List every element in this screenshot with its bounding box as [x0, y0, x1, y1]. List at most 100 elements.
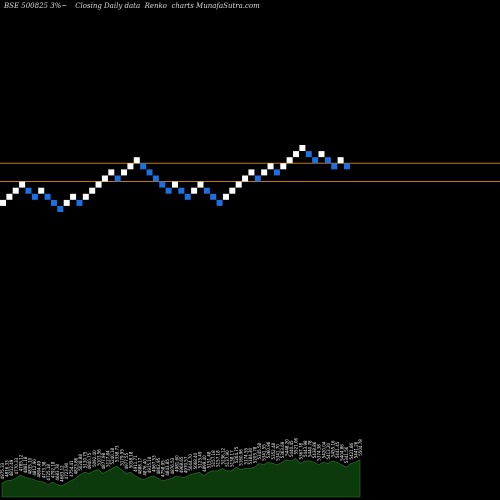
renko-brick-up: [19, 181, 26, 188]
volume-label: 4804.49: [37, 460, 42, 477]
volume-label: 4881.18: [23, 456, 28, 473]
volume-label: 5125.49: [197, 451, 202, 468]
volume-label: 5363.69: [280, 441, 285, 458]
renko-brick-down: [254, 175, 261, 182]
volume-label: 4823.86: [73, 457, 78, 474]
volume-label: 5130.75: [83, 451, 88, 468]
volume-label: 5264.75: [234, 446, 239, 463]
renko-brick-up: [248, 169, 255, 176]
renko-brick-down: [25, 187, 32, 194]
volume-label: 5236.12: [220, 447, 225, 464]
volume-label: 5441.26: [353, 441, 358, 458]
volume-label: 5137.90: [225, 450, 230, 467]
renko-brick-up: [89, 187, 96, 194]
volume-label: 4876.40: [142, 459, 147, 476]
renko-brick-up: [70, 193, 77, 200]
chart-kind-label: Renko: [144, 2, 167, 10]
renko-brick-up: [38, 187, 45, 194]
volume-label: 4970.57: [184, 456, 189, 473]
volume-label: 4835.10: [28, 457, 33, 474]
volume-label: 5360.96: [266, 441, 271, 458]
renko-brick-up: [280, 163, 287, 170]
renko-brick-up: [101, 175, 108, 182]
renko-brick-up: [229, 187, 236, 194]
volume-label: 4770.33: [14, 457, 19, 474]
renko-brick-up: [261, 169, 268, 176]
renko-brick-down: [57, 206, 64, 212]
volume-label: 5504.78: [358, 439, 363, 456]
volume-label: 5157.18: [211, 450, 216, 467]
volume-label: 5138.17: [229, 450, 234, 467]
volume-label: 5438.86: [312, 441, 317, 458]
volume-label: 4876.53: [170, 457, 175, 474]
renko-brick-down: [159, 181, 166, 188]
volume-label: 5521.06: [294, 438, 299, 455]
renko-brick-up: [108, 169, 115, 176]
volume-label: 4981.60: [174, 455, 179, 472]
description-label: Closing Daily data: [75, 2, 141, 10]
volume-label: 5151.48: [207, 451, 212, 468]
renko-brick-down: [44, 193, 51, 200]
volume-label: 5341.55: [262, 444, 267, 461]
volume-label: 4754.41: [69, 460, 74, 477]
volume-area: [1, 458, 361, 498]
volume-label: 5103.56: [96, 449, 101, 466]
volume-label: 5448.20: [285, 439, 290, 456]
renko-brick-down: [114, 175, 121, 182]
volume-label: 4877.98: [101, 452, 106, 469]
renko-brick-up: [286, 157, 293, 164]
volume-label: 4862.95: [156, 457, 161, 474]
volume-label: 5174.55: [243, 447, 248, 464]
renko-brick-up: [171, 181, 178, 188]
renko-brick-up: [63, 199, 70, 206]
volume-label: 5420.04: [321, 441, 326, 458]
volume-label: 5157.18: [216, 450, 221, 467]
volume-label: 4812.49: [9, 459, 14, 476]
renko-brick-up: [121, 169, 128, 176]
renko-brick-down: [146, 169, 153, 176]
volume-label: 4915.18: [147, 456, 152, 473]
volume-label: 4773.38: [41, 461, 46, 478]
renko-brick-down: [210, 193, 217, 200]
volume-label: 4888.17: [138, 457, 143, 474]
volume-label: 5404.86: [340, 444, 345, 461]
volume-label: 4792.18: [50, 461, 55, 478]
renko-brick-down: [216, 199, 223, 206]
volume-label: 5058.18: [129, 451, 134, 468]
volume-label: 4968.65: [179, 456, 184, 473]
renko-brick-up: [337, 157, 344, 164]
volume-label: 4940.75: [87, 452, 92, 469]
renko-brick-down: [203, 187, 210, 194]
renko-brick-up: [197, 181, 204, 188]
renko-brick-down: [76, 199, 83, 206]
volume-label: 4723.90: [64, 462, 69, 479]
volume-label: 4683.78: [55, 464, 60, 481]
renko-brick-up: [12, 187, 19, 194]
volume-label: 4785.12: [18, 454, 23, 471]
renko-brick-down: [165, 187, 172, 194]
volume-label: 5127.84: [106, 450, 111, 467]
renko-brick-down: [31, 193, 38, 200]
volume-label: 5240.18: [110, 447, 115, 464]
volume-label: 5443.98: [303, 440, 308, 457]
volume-label: 5160.96: [239, 449, 244, 466]
renko-brick-down: [184, 193, 191, 200]
volume-label: 5028.88: [78, 454, 83, 471]
volume-label: 5205.78: [252, 446, 257, 463]
volume-label: 4911.71: [133, 455, 138, 472]
volume-label: 5352.48: [271, 442, 276, 459]
volume-label: 5441.45: [335, 441, 340, 458]
symbol-label: BSE 500825 3%~: [4, 2, 68, 10]
renko-brick-down: [273, 169, 280, 176]
volume-label: 5374.38: [317, 444, 322, 461]
renko-brick-up: [299, 145, 306, 151]
volume-label: 5413.20: [326, 442, 331, 459]
renko-brick-down: [305, 151, 312, 158]
volume-label: 5440.78: [308, 440, 313, 457]
volume-label: 4843.85: [165, 459, 170, 476]
renko-brick-up: [82, 193, 89, 200]
volume-label: 4816.33: [5, 460, 10, 477]
renko-brick-down: [343, 163, 350, 170]
